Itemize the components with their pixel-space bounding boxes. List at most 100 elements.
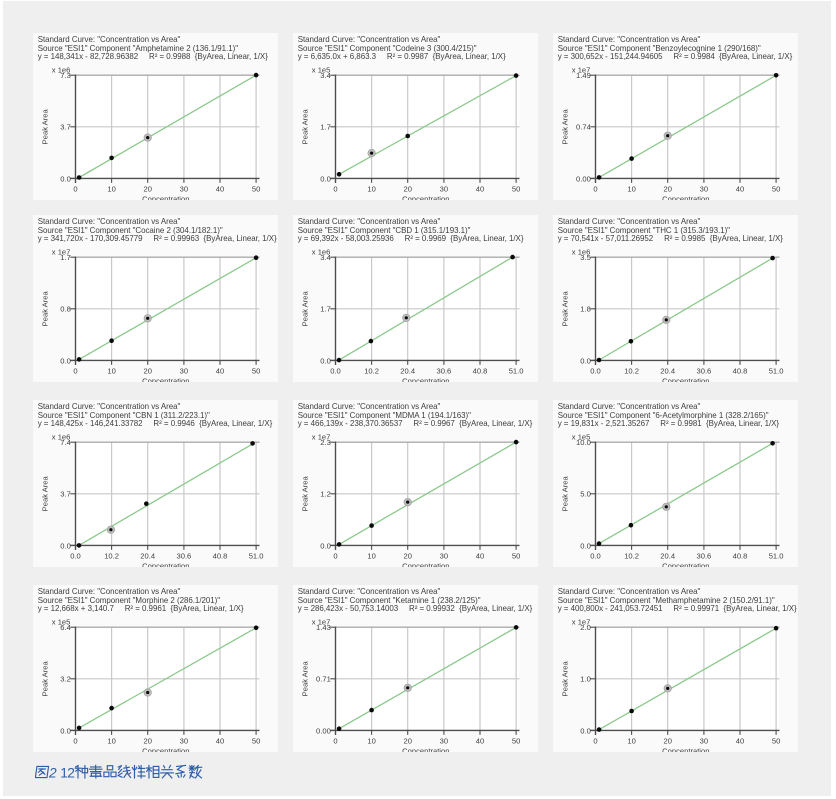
svg-text:40: 40: [476, 736, 484, 745]
svg-text:Concentration: Concentration: [142, 194, 189, 200]
svg-text:3.4: 3.4: [320, 71, 331, 80]
svg-text:50: 50: [512, 736, 520, 745]
svg-text:x 1e6: x 1e6: [52, 66, 71, 75]
svg-text:20.4: 20.4: [660, 551, 675, 560]
svg-text:0.0: 0.0: [580, 356, 591, 365]
svg-text:3.5: 3.5: [580, 253, 591, 262]
svg-text:2.0: 2.0: [580, 623, 591, 632]
svg-text:0.71: 0.71: [316, 675, 331, 684]
svg-text:x 1e5: x 1e5: [312, 66, 331, 75]
svg-text:0.0: 0.0: [60, 726, 71, 735]
svg-text:Concentration: Concentration: [662, 376, 709, 382]
svg-text:3.2: 3.2: [60, 675, 71, 684]
svg-text:Peak Area: Peak Area: [301, 661, 310, 697]
svg-text:1.7: 1.7: [320, 305, 331, 314]
svg-text:20.4: 20.4: [400, 366, 415, 375]
svg-text:x 1e7: x 1e7: [572, 618, 591, 627]
svg-text:10: 10: [107, 184, 115, 193]
svg-text:Peak Area: Peak Area: [41, 291, 50, 327]
svg-text:50: 50: [512, 184, 520, 193]
svg-text:0.0: 0.0: [590, 366, 601, 375]
svg-text:1.7: 1.7: [60, 253, 71, 262]
svg-text:30.6: 30.6: [437, 366, 452, 375]
svg-text:10: 10: [367, 184, 375, 193]
svg-text:10: 10: [627, 184, 635, 193]
svg-text:12: 12: [60, 765, 74, 780]
svg-text:40: 40: [476, 184, 484, 193]
svg-text:10: 10: [627, 736, 635, 745]
svg-text:Concentration: Concentration: [662, 194, 709, 200]
svg-text:Peak Area: Peak Area: [41, 109, 50, 145]
svg-text:30: 30: [440, 184, 448, 193]
svg-text:10.2: 10.2: [624, 551, 639, 560]
svg-text:40: 40: [216, 184, 224, 193]
svg-text:20: 20: [143, 184, 151, 193]
svg-text:20: 20: [663, 184, 671, 193]
svg-text:3.4: 3.4: [320, 253, 331, 262]
svg-text:30: 30: [440, 551, 448, 560]
svg-text:Peak Area: Peak Area: [561, 291, 570, 327]
svg-text:10: 10: [107, 736, 115, 745]
svg-text:20: 20: [403, 736, 411, 745]
svg-text:3.7: 3.7: [60, 123, 71, 132]
svg-text:3.7: 3.7: [60, 490, 71, 499]
svg-text:0: 0: [73, 184, 77, 193]
svg-text:30.6: 30.6: [697, 551, 712, 560]
svg-text:1.0: 1.0: [580, 675, 591, 684]
svg-text:Peak Area: Peak Area: [561, 109, 570, 145]
svg-text:2.3: 2.3: [320, 438, 331, 447]
svg-text:0: 0: [333, 184, 337, 193]
svg-text:0.00: 0.00: [316, 726, 331, 735]
svg-text:Peak Area: Peak Area: [41, 476, 50, 512]
svg-text:x 1e7: x 1e7: [52, 248, 71, 257]
svg-text:10.2: 10.2: [624, 366, 639, 375]
svg-text:0.0: 0.0: [60, 541, 71, 550]
svg-text:1.7: 1.7: [320, 123, 331, 132]
svg-text:Peak Area: Peak Area: [301, 291, 310, 327]
svg-text:50: 50: [252, 736, 260, 745]
svg-text:50: 50: [772, 736, 780, 745]
svg-text:x 1e5: x 1e5: [572, 433, 591, 442]
svg-text:1.43: 1.43: [316, 623, 331, 632]
svg-text:0: 0: [73, 736, 77, 745]
svg-text:0: 0: [333, 551, 337, 560]
svg-text:30: 30: [700, 184, 708, 193]
svg-text:51.0: 51.0: [769, 551, 784, 560]
svg-text:50: 50: [252, 184, 260, 193]
svg-text:20: 20: [663, 736, 671, 745]
svg-text:x 1e7: x 1e7: [572, 66, 591, 75]
svg-text:40: 40: [736, 736, 744, 745]
svg-text:1.49: 1.49: [576, 71, 591, 80]
svg-text:10: 10: [107, 366, 115, 375]
svg-text:Peak Area: Peak Area: [561, 661, 570, 697]
svg-text:1.8: 1.8: [580, 305, 591, 314]
svg-text:51.0: 51.0: [249, 551, 264, 560]
svg-text:x 1e7: x 1e7: [312, 618, 331, 627]
svg-text:x 1e6: x 1e6: [312, 248, 331, 257]
svg-text:5.0: 5.0: [580, 490, 591, 499]
svg-text:10: 10: [367, 736, 375, 745]
svg-text:30: 30: [440, 736, 448, 745]
svg-text:51.0: 51.0: [509, 366, 524, 375]
svg-text:40.8: 40.8: [733, 551, 748, 560]
svg-text:Concentration: Concentration: [402, 194, 449, 200]
svg-text:0: 0: [73, 366, 77, 375]
svg-text:30: 30: [180, 184, 188, 193]
svg-text:Peak Area: Peak Area: [41, 661, 50, 697]
svg-text:40.8: 40.8: [213, 551, 228, 560]
svg-text:Peak Area: Peak Area: [301, 476, 310, 512]
svg-text:7.3: 7.3: [60, 71, 71, 80]
svg-text:40.8: 40.8: [473, 366, 488, 375]
svg-text:20: 20: [143, 366, 151, 375]
svg-text:7.4: 7.4: [60, 438, 71, 447]
svg-text:10.2: 10.2: [364, 366, 379, 375]
svg-text:50: 50: [772, 184, 780, 193]
svg-text:51.0: 51.0: [769, 366, 784, 375]
svg-text:Peak Area: Peak Area: [301, 109, 310, 145]
svg-text:0.8: 0.8: [60, 305, 71, 314]
svg-text:0.0: 0.0: [580, 726, 591, 735]
svg-text:Concentration: Concentration: [662, 561, 709, 567]
svg-text:x 1e5: x 1e5: [52, 618, 71, 627]
svg-text:0: 0: [593, 184, 597, 193]
svg-text:6.4: 6.4: [60, 623, 71, 632]
